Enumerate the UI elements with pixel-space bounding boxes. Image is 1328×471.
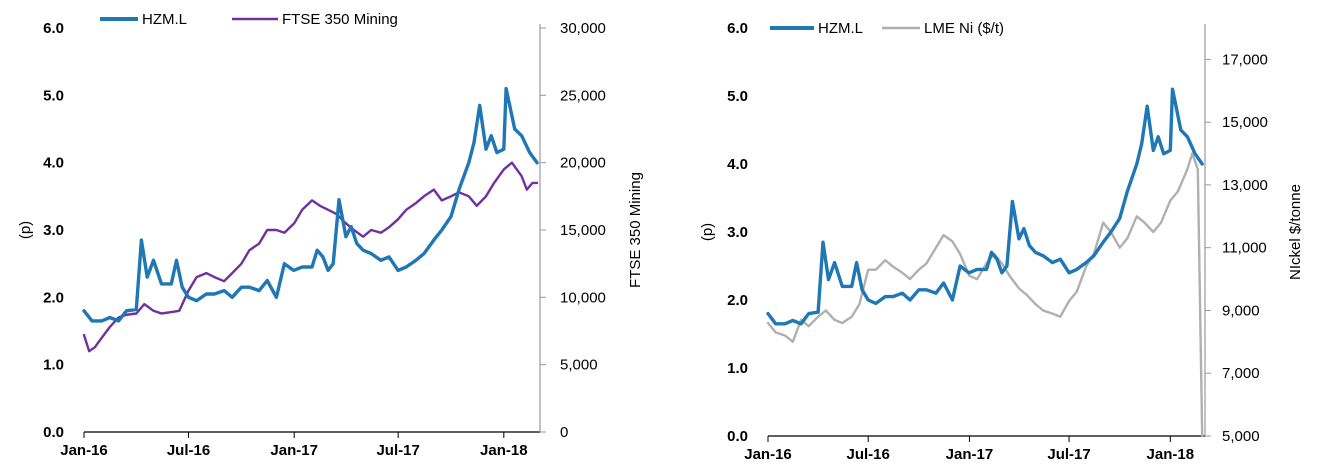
x-tick-label: Jul-17 xyxy=(376,442,419,459)
series-line-ftse-350-mining xyxy=(82,161,539,353)
y-right-tick-label: 11,000 xyxy=(1222,240,1267,257)
y-right-tick-label: 20,000 xyxy=(560,155,606,172)
y-right-tick-label: 15,000 xyxy=(1222,114,1268,131)
x-tick-label: Jan-17 xyxy=(946,446,994,463)
legend-label: HZM.L xyxy=(142,11,187,28)
series-line-hzm-l xyxy=(82,86,539,323)
x-tick-label: Jan-18 xyxy=(480,442,528,459)
y-left-axis-title: (p) xyxy=(699,223,716,241)
series-line-hzm-l xyxy=(766,87,1204,326)
y-right-tick-label: 25,000 xyxy=(560,87,606,104)
legend-label: HZM.L xyxy=(818,20,863,37)
y-right-axis-title: NIckel $/tonne xyxy=(1287,184,1304,280)
y-right-tick-label: 17,000 xyxy=(1222,51,1268,68)
y-left-tick-label: 6.0 xyxy=(43,20,64,37)
series-line-lme-ni-t xyxy=(766,152,1204,438)
y-left-tick-label: 3.0 xyxy=(43,222,64,239)
y-right-tick-label: 0 xyxy=(560,424,568,441)
y-left-tick-label: 0.0 xyxy=(727,428,748,445)
x-tick-label: Jul-16 xyxy=(846,446,889,463)
y-right-tick-label: 5,000 xyxy=(1222,428,1260,445)
y-right-tick-label: 30,000 xyxy=(560,20,606,37)
chart-hzm-vs-ftse350-mining: Jan-16 Jul-16 Jan-17 Jul-17 Jan-18 0.0 1.0 2.0 3… xyxy=(17,11,644,459)
y-right-tick-label: 15,000 xyxy=(560,222,606,239)
chart-hzm-vs-lme-nickel: Jan-16 Jul-16 Jan-17 Jul-17 Jan-18 0.0 1.0 2.0 3… xyxy=(699,20,1304,463)
y-left-tick-label: 1.0 xyxy=(727,360,748,377)
x-tick-label: Jan-18 xyxy=(1147,446,1195,463)
y-right-tick-label: 9,000 xyxy=(1222,302,1260,319)
y-right-tick-label: 10,000 xyxy=(560,289,606,306)
y-left-tick-label: 0.0 xyxy=(43,424,64,441)
x-tick-label: Jan-16 xyxy=(744,446,792,463)
y-left-tick-label: 1.0 xyxy=(43,357,64,374)
x-tick-label: Jan-17 xyxy=(270,442,318,459)
x-tick-label: Jan-16 xyxy=(60,442,108,459)
y-left-tick-label: 4.0 xyxy=(727,156,748,173)
y-left-tick-label: 6.0 xyxy=(727,20,748,37)
y-right-tick-label: 7,000 xyxy=(1222,365,1260,382)
legend-label: LME Ni ($/t) xyxy=(924,20,1004,37)
y-right-axis-title: FTSE 350 Mining xyxy=(627,172,644,288)
y-left-tick-label: 3.0 xyxy=(727,224,748,241)
y-left-tick-label: 5.0 xyxy=(727,88,748,105)
x-tick-label: Jul-16 xyxy=(167,442,210,459)
x-tick-label: Jul-17 xyxy=(1047,446,1090,463)
y-left-tick-label: 4.0 xyxy=(43,155,64,172)
y-left-tick-label: 2.0 xyxy=(43,289,64,306)
y-right-tick-label: 13,000 xyxy=(1222,177,1268,194)
y-left-tick-label: 2.0 xyxy=(727,292,748,309)
y-right-tick-label: 5,000 xyxy=(560,357,598,374)
y-left-tick-label: 5.0 xyxy=(43,87,64,104)
y-left-axis-title: (p) xyxy=(17,221,34,239)
legend-label: FTSE 350 Mining xyxy=(282,11,398,28)
